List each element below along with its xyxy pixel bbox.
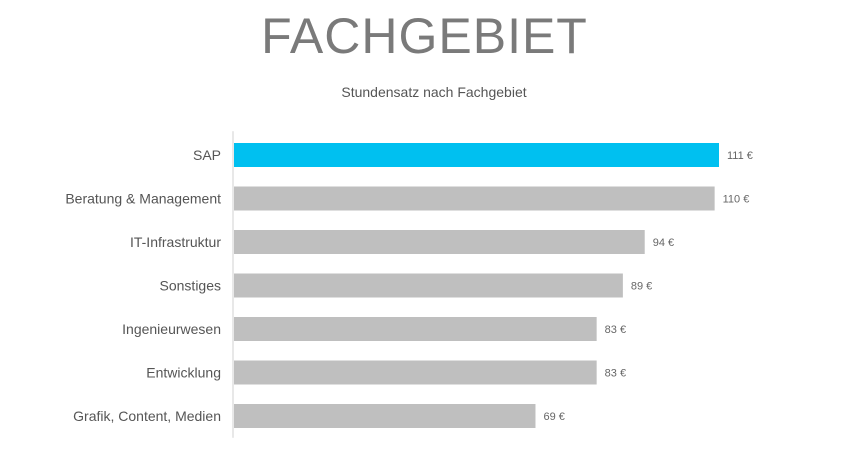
- category-label: Ingenieurwesen: [122, 321, 221, 337]
- value-label: 111 €: [727, 150, 753, 162]
- category-label: SAP: [193, 147, 221, 163]
- chart-title: Stundensatz nach Fachgebiet: [341, 84, 527, 100]
- bar: [234, 186, 715, 211]
- value-label: 94 €: [653, 237, 674, 249]
- page-title: FACHGEBIET: [261, 8, 588, 64]
- bar-group: Entwicklung 83 €: [146, 360, 626, 385]
- value-label: 83 €: [605, 368, 626, 380]
- category-label: Grafik, Content, Medien: [73, 408, 221, 424]
- bar-group: Sonstiges 89 €: [160, 273, 652, 298]
- value-label: 110 €: [723, 194, 750, 206]
- bar: [234, 143, 719, 167]
- bars-layer: SAP 111 € Beratung & Management 110 € IT-Inf…: [65, 143, 753, 428]
- bar: [234, 317, 597, 341]
- bar-group: Ingenieurwesen 83 €: [122, 317, 626, 341]
- category-label: Beratung & Management: [65, 191, 221, 207]
- bar-group: IT-Infrastruktur 94 €: [130, 230, 674, 254]
- bar: [234, 273, 623, 298]
- value-label: 83 €: [605, 324, 626, 336]
- bar: [234, 360, 597, 385]
- value-label: 89 €: [631, 281, 652, 293]
- value-label: 69 €: [543, 411, 564, 423]
- category-label: IT-Infrastruktur: [130, 234, 221, 250]
- category-label: Entwicklung: [146, 365, 221, 381]
- bar: [234, 230, 645, 254]
- bar-group: Beratung & Management 110 €: [65, 186, 750, 211]
- category-label: Sonstiges: [160, 278, 221, 294]
- bar-group: Grafik, Content, Medien 69 €: [73, 404, 565, 428]
- bar: [234, 404, 536, 428]
- bar-group: SAP 111 €: [193, 143, 753, 167]
